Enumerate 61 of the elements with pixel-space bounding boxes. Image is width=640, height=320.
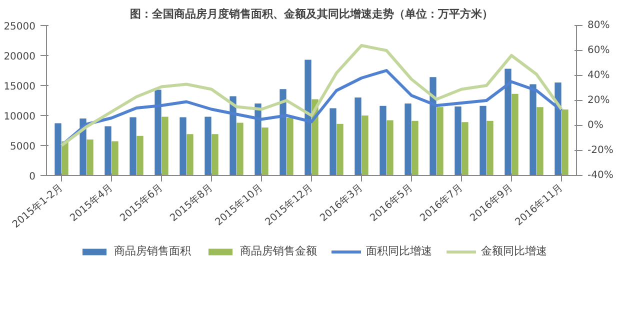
bar (162, 116, 168, 176)
bar (554, 82, 562, 176)
bar (404, 104, 412, 176)
y-tick-label: 15000 (4, 82, 36, 92)
bar (454, 106, 462, 176)
bar (330, 108, 336, 176)
y2-tick-label: 60% (588, 45, 610, 56)
y2-tick-label: 80% (588, 20, 610, 31)
bar (380, 106, 386, 176)
y-tick-label: 0 (29, 172, 36, 182)
legend-label: 商品房销售面积 (114, 244, 191, 258)
bar (486, 120, 494, 176)
y2-tick-label: 20% (588, 95, 610, 106)
y-tick-label: 20000 (4, 52, 36, 62)
bar (204, 116, 212, 176)
legend-label: 金额同比增速 (481, 244, 547, 258)
bar (436, 107, 444, 176)
y-tick-label: 5000 (10, 142, 36, 152)
chart-title: 图：全国商品房月度销售面积、金额及其同比增速走势（单位：万平方米） (130, 8, 493, 20)
bar (212, 134, 218, 176)
bar (80, 118, 86, 176)
y2-tick-label: 0% (588, 120, 604, 131)
bar (254, 104, 262, 176)
bar (336, 124, 344, 176)
bar (480, 106, 486, 176)
bar (304, 60, 312, 176)
bar (236, 122, 244, 176)
bar (512, 94, 518, 176)
bar (504, 68, 512, 176)
y-tick-label: 25000 (4, 22, 36, 32)
bar (136, 136, 144, 176)
bar (412, 120, 418, 176)
bar (530, 84, 536, 176)
bar (104, 126, 112, 176)
bar (112, 141, 118, 176)
bar (154, 90, 162, 176)
bar (262, 128, 268, 176)
y2-tick-label: -40% (588, 170, 614, 181)
bar (286, 118, 294, 176)
bar (362, 116, 368, 176)
line-series (60, 44, 563, 147)
bar (180, 117, 186, 176)
bar (386, 120, 394, 176)
y-tick-label: 10000 (4, 112, 36, 122)
bar (430, 77, 436, 176)
bar (62, 141, 68, 176)
line-series (60, 69, 563, 147)
bar (562, 110, 568, 176)
bar (86, 140, 94, 176)
bar (230, 96, 236, 176)
bar (54, 123, 62, 176)
bar (186, 134, 194, 176)
bar (280, 89, 286, 176)
bar (130, 117, 136, 176)
y2-tick-label: 40% (588, 70, 610, 81)
bar (354, 98, 362, 176)
y2-tick-label: -20% (588, 145, 614, 156)
bar (536, 107, 544, 176)
legend-label: 面积同比增速 (366, 244, 432, 258)
bar (462, 122, 468, 176)
legend-label: 商品房销售金额 (240, 244, 317, 258)
